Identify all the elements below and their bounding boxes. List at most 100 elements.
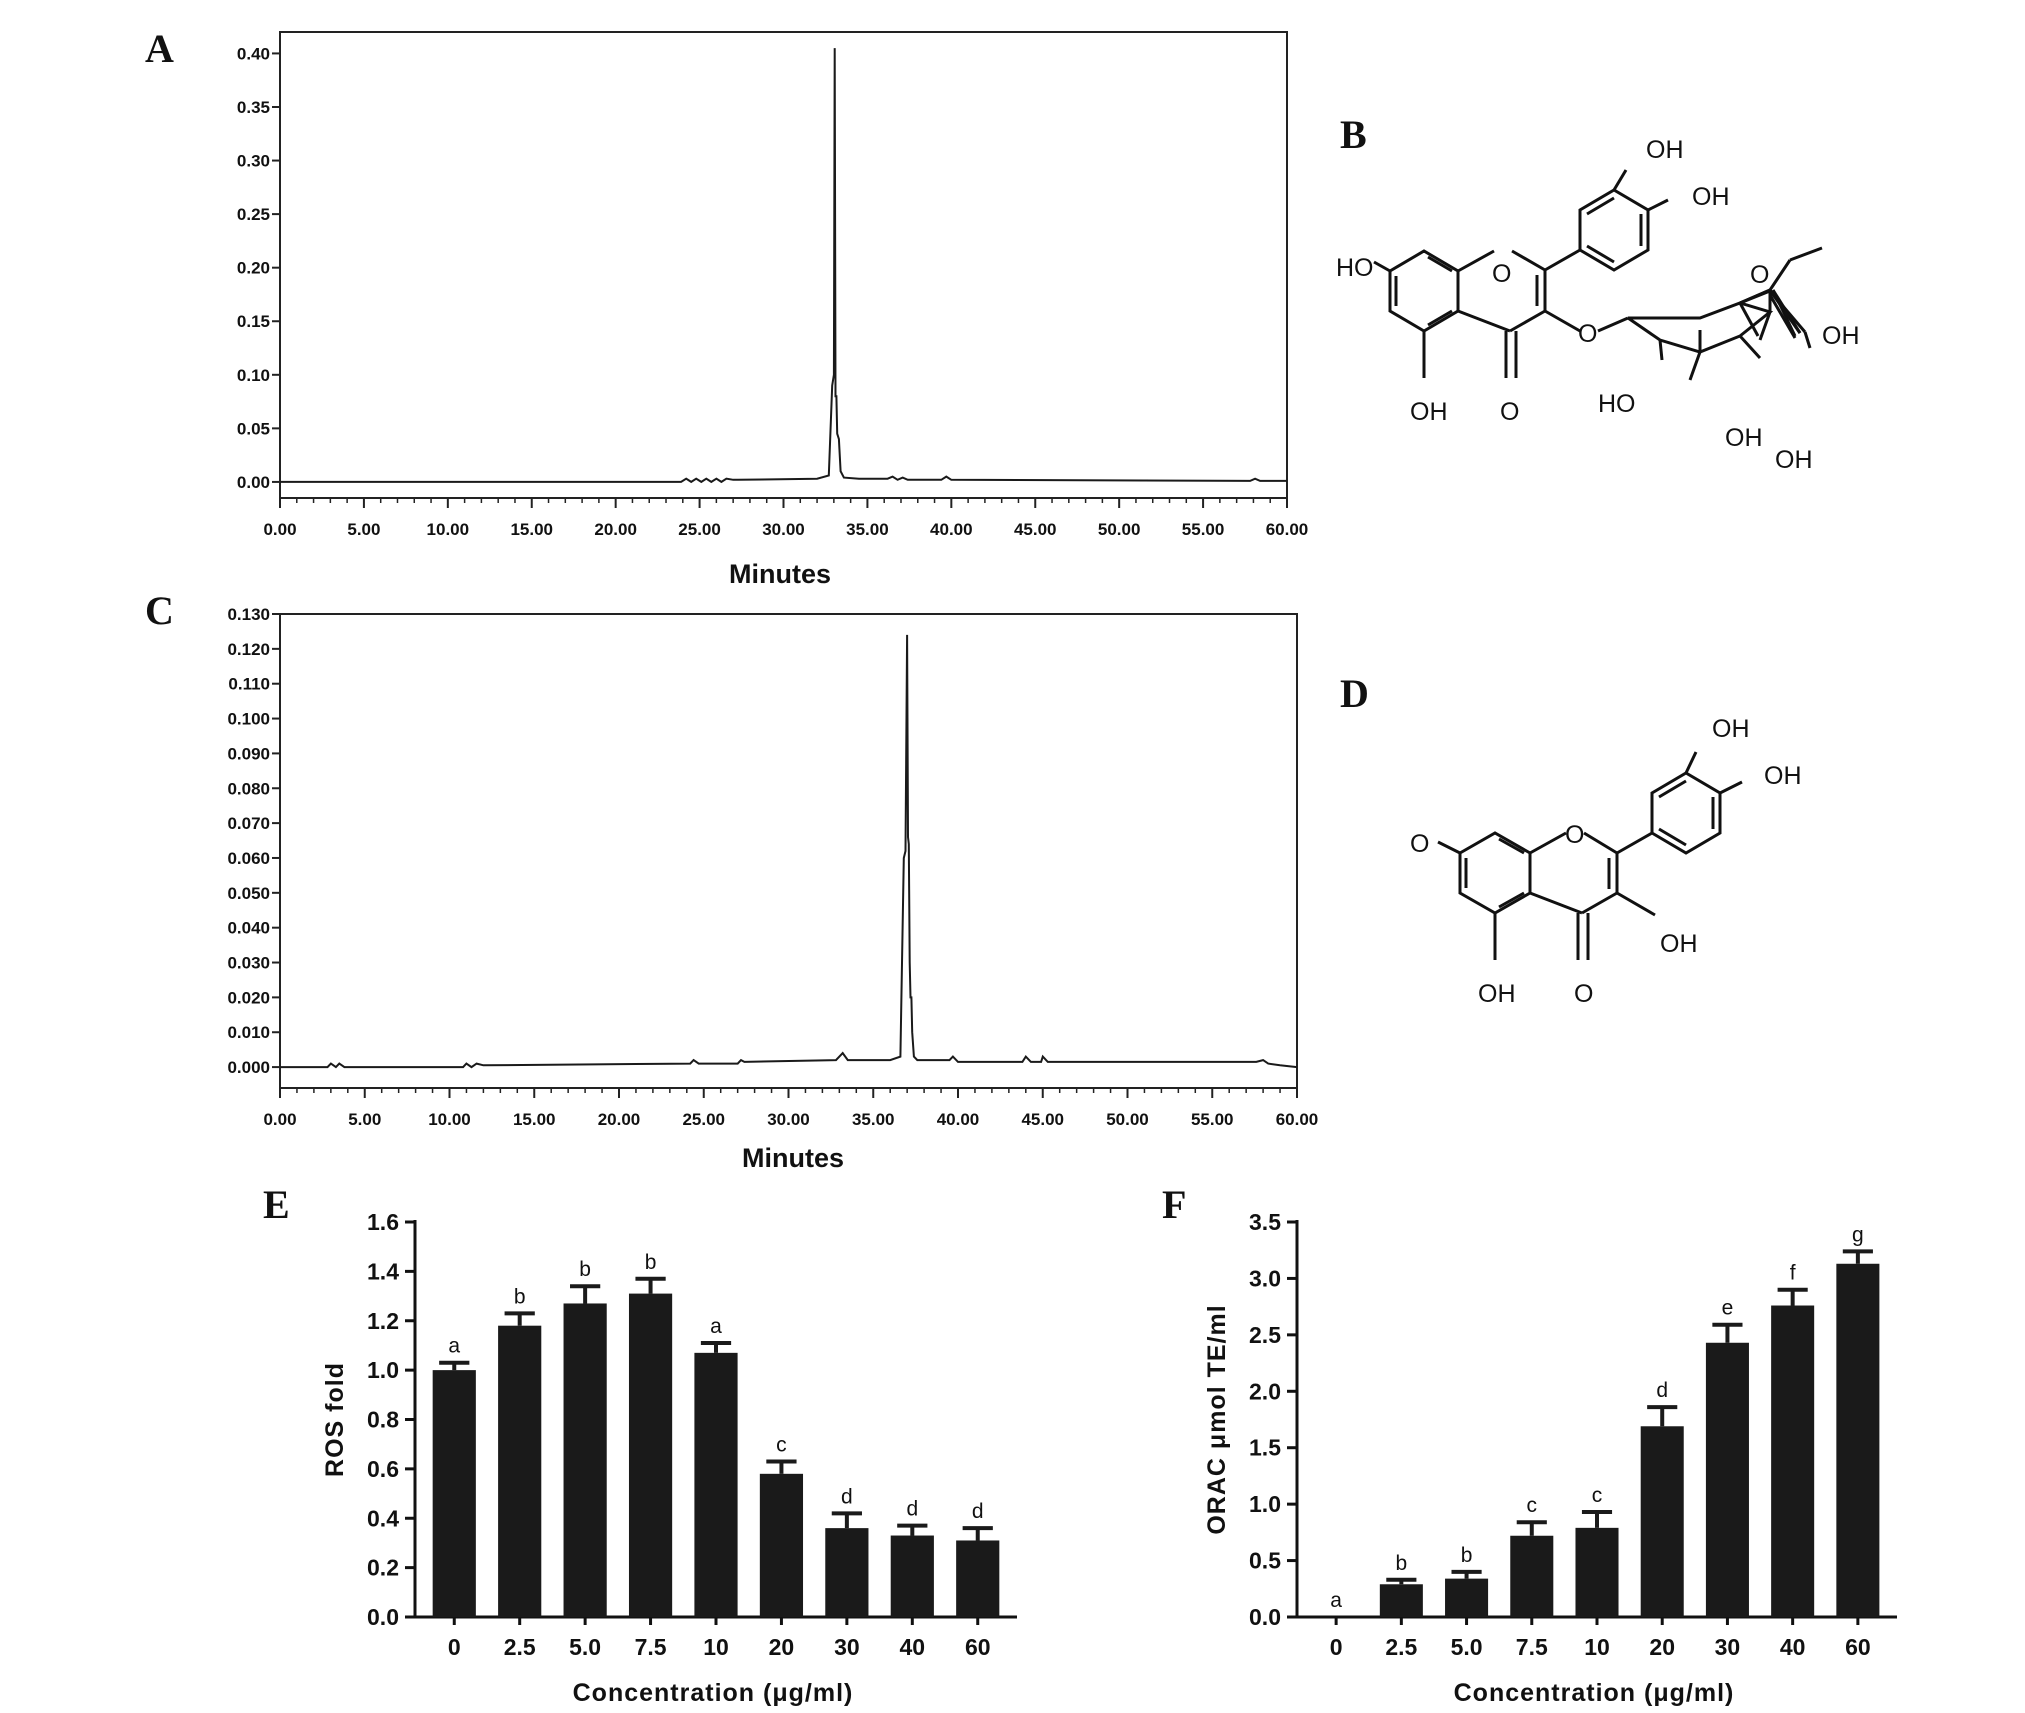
structure-b-label: O [1750, 261, 1769, 289]
x-tick-label: 2.5 [504, 1634, 536, 1660]
x-tick-label: 30 [1715, 1634, 1741, 1660]
y-tick-label: 3.5 [1249, 1209, 1281, 1235]
structure-d-label: O [1410, 830, 1429, 858]
structure-d-label: OH [1764, 762, 1802, 790]
y-tick-label: 0.4 [367, 1505, 399, 1531]
bar [1575, 1527, 1619, 1617]
structure-b-label: OH [1646, 136, 1684, 164]
structure-b-label: OH [1822, 322, 1860, 350]
significance-label: f [1790, 1262, 1796, 1285]
bar [1705, 1342, 1749, 1617]
y-tick-label: 0.000 [227, 1058, 270, 1077]
x-tick-label: 40 [900, 1634, 926, 1660]
significance-label: d [972, 1500, 984, 1523]
y-tick-label: 0.030 [227, 954, 270, 973]
structure-b-label: OH [1775, 446, 1813, 474]
significance-label: b [1396, 1552, 1408, 1575]
y-tick-label: 0.050 [227, 884, 270, 903]
chromatogram-trace [280, 48, 1287, 484]
x-tick-label: 20 [769, 1634, 795, 1660]
y-tick-label: 0.40 [237, 44, 270, 63]
significance-label: e [1722, 1297, 1734, 1320]
structure-b-label: O [1578, 320, 1597, 348]
bar [628, 1293, 673, 1617]
x-tick-label: 55.00 [1191, 1110, 1234, 1129]
y-tick-label: 0.090 [227, 744, 270, 763]
y-tick-label: 0.25 [237, 205, 270, 224]
structure-d-label: OH [1478, 980, 1516, 1008]
panel-label-e: E [263, 1182, 290, 1227]
y-tick-label: 0.00 [237, 473, 270, 492]
y-tick-label: 0.5 [1249, 1548, 1281, 1574]
panel-label-c: C [145, 588, 174, 633]
x-tick-label: 50.00 [1106, 1110, 1149, 1129]
x-tick-label: 10 [1584, 1634, 1610, 1660]
bar [563, 1303, 607, 1617]
y-tick-label: 0.100 [227, 710, 270, 729]
bar [825, 1528, 869, 1617]
panel-label-d: D [1340, 671, 1369, 716]
bar [432, 1370, 476, 1617]
y-axis-title: ROS fold [321, 1362, 349, 1477]
significance-label: b [1461, 1544, 1473, 1567]
structure-b-label: O [1500, 398, 1519, 426]
chromatogram-c: 0.00 5.00 10.00 15.00 20.00 25.00 30.00 35.00 40… [227, 605, 1318, 1173]
y-tick-label: 0.05 [237, 419, 270, 438]
bar [956, 1540, 1000, 1617]
x-tick-label: 0.00 [263, 1110, 296, 1129]
x-tick-label: 0 [1330, 1634, 1343, 1660]
y-tick-label: 0.0 [1249, 1604, 1281, 1630]
x-tick-label: 10.00 [427, 520, 470, 539]
x-tick-label: 60 [1845, 1634, 1871, 1660]
y-tick-label: 2.0 [1249, 1378, 1281, 1404]
structure-b-label: O [1492, 260, 1511, 288]
significance-label: a [1330, 1589, 1342, 1612]
y-axis-title: ORAC μmol TE/ml [1203, 1304, 1231, 1534]
significance-label: d [906, 1498, 918, 1521]
x-tick-label: 15.00 [510, 520, 553, 539]
x-tick-label: 0 [448, 1634, 461, 1660]
x-tick-label: 45.00 [1014, 520, 1057, 539]
x-tick-label: 0.00 [263, 520, 296, 539]
bar [759, 1473, 804, 1617]
x-tick-label: 7.5 [1516, 1634, 1548, 1660]
x-tick-label: 20.00 [594, 520, 637, 539]
y-tick-label: 1.5 [1249, 1435, 1281, 1461]
bar [694, 1352, 738, 1617]
y-tick-label: 0.20 [237, 259, 270, 278]
y-tick-label: 3.0 [1249, 1265, 1281, 1291]
bar [1836, 1263, 1880, 1617]
y-tick-label: 0.020 [227, 988, 270, 1007]
structure-d-label: OH [1660, 930, 1698, 958]
x-tick-label: 5.0 [1451, 1634, 1483, 1660]
y-tick-label: 0.0 [367, 1604, 399, 1630]
y-tick-label: 0.6 [367, 1456, 399, 1482]
x-axis-title: Concentration (μg/ml) [1454, 1679, 1735, 1707]
x-tick-label: 10.00 [428, 1110, 471, 1129]
x-tick-label: 20.00 [598, 1110, 641, 1129]
bar-chart-e: 0.0 0.2 0.4 0.6 0.8 1.0 1.2 1.4 1.6 a 0 b 2.5 b 5.0 b 7.… [321, 1209, 1017, 1707]
y-tick-label: 1.6 [367, 1209, 399, 1235]
panel-label-a: A [145, 26, 174, 71]
structure-b-label: HO [1598, 390, 1636, 418]
significance-label: c [1527, 1494, 1538, 1517]
structure-d-label: O [1565, 821, 1584, 849]
y-tick-label: 0.35 [237, 98, 270, 117]
x-tick-label: 55.00 [1182, 520, 1225, 539]
y-tick-label: 0.130 [227, 605, 270, 624]
y-tick-label: 2.5 [1249, 1322, 1281, 1348]
y-tick-label: 0.120 [227, 640, 270, 659]
y-tick-label: 1.0 [367, 1357, 399, 1383]
y-tick-label: 0.080 [227, 779, 270, 798]
y-tick-label: 0.070 [227, 814, 270, 833]
y-tick-label: 1.0 [1249, 1491, 1281, 1517]
significance-label: d [1656, 1379, 1668, 1402]
y-tick-label: 0.8 [367, 1407, 399, 1433]
x-tick-label: 25.00 [678, 520, 721, 539]
significance-label: a [448, 1335, 460, 1358]
x-tick-label: 15.00 [513, 1110, 556, 1129]
significance-label: d [841, 1485, 853, 1508]
significance-label: a [710, 1315, 722, 1338]
panel-label-b: B [1340, 112, 1367, 157]
significance-label: b [645, 1251, 657, 1274]
